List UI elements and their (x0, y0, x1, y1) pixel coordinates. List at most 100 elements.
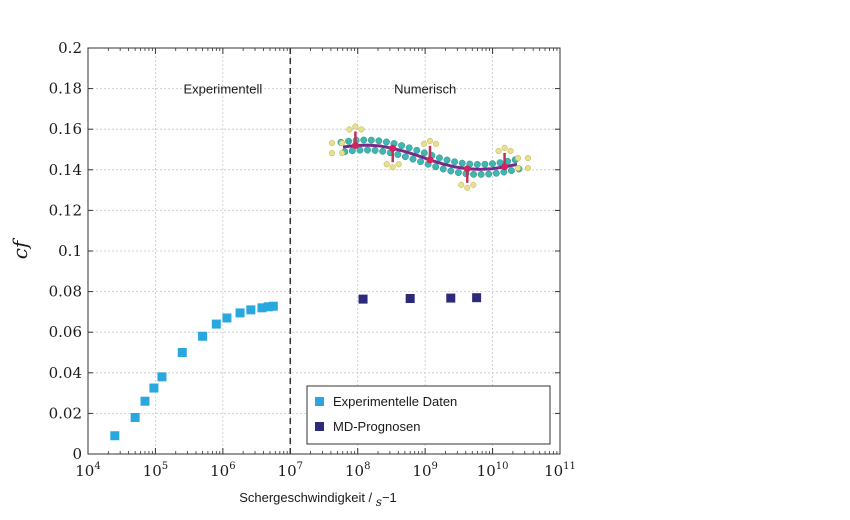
molecule-bead (371, 146, 379, 154)
molecule-bead (409, 155, 417, 163)
y-tick-label: 0.16 (49, 120, 82, 138)
molecule-bead (379, 147, 387, 155)
molecule-hydrogen (383, 161, 390, 168)
data-point-experimentelle-daten (222, 313, 232, 323)
molecule-bead (496, 159, 504, 167)
molecule-bead (473, 160, 481, 168)
molecule-hydrogen (495, 147, 502, 154)
data-point-md-prognosen (472, 293, 482, 303)
molecule-hydrogen (338, 140, 346, 147)
x-tick-label: 105 (143, 461, 168, 480)
data-point-experimentelle-daten (257, 303, 267, 313)
molecule-hydrogen (420, 140, 428, 147)
molecule-bead (413, 146, 421, 154)
y-axis-label: cf (8, 237, 32, 259)
data-point-experimentelle-daten (149, 383, 159, 393)
molecule-hydrogen (470, 181, 477, 188)
data-point-experimentelle-daten (198, 331, 208, 341)
molecule-hydrogen (426, 137, 434, 144)
y-tick-label: 0.12 (49, 201, 82, 219)
data-point-experimentelle-daten (177, 348, 187, 357)
molecule-hydrogen (524, 165, 532, 172)
molecule-bead (348, 147, 356, 155)
molecule-hydrogen (395, 161, 402, 168)
molecule-hydrogen (389, 164, 396, 171)
molecule-bead (507, 167, 515, 175)
x-tick-label: 104 (75, 461, 100, 480)
molecule-joint (351, 141, 359, 149)
molecule-bead (492, 169, 500, 177)
molecule-bead (489, 160, 496, 168)
molecule-bead (477, 170, 485, 178)
molecule-joint (463, 165, 471, 173)
molecule-bead (364, 146, 371, 154)
molecule-hydrogen (524, 155, 532, 162)
molecule-hydrogen (514, 155, 522, 162)
molecule-hydrogen (328, 150, 336, 157)
polymer-chain-molecule-icon (328, 123, 532, 191)
molecule-hydrogen (432, 140, 440, 147)
y-tick-label: 0.14 (49, 161, 82, 179)
molecule-hydrogen (338, 150, 346, 157)
molecule-bead (367, 136, 375, 144)
y-tick-label: 0.1 (58, 242, 82, 260)
legend-swatch-md-prognosen (315, 422, 324, 431)
y-tick-label: 0.2 (58, 39, 82, 57)
molecule-bead (356, 146, 364, 154)
legend-label-md-prognosen: MD-Prognosen (333, 419, 420, 434)
y-tick-label: 0 (72, 445, 82, 463)
data-point-experimentelle-daten (157, 372, 167, 382)
data-point-experimentelle-daten (211, 319, 221, 329)
molecule-hydrogen (464, 184, 471, 191)
y-tick-label: 0.18 (49, 80, 82, 98)
x-tick-label: 109 (412, 461, 437, 480)
molecule-bead (447, 167, 455, 175)
data-point-experimentelle-daten (263, 302, 273, 312)
legend: Experimentelle Daten MD-Prognosen (306, 385, 551, 445)
molecule-bead (405, 144, 413, 152)
molecule-bead (439, 165, 447, 173)
data-points (110, 293, 482, 441)
x-tick-label: 107 (278, 461, 303, 480)
data-point-experimentelle-daten (235, 308, 245, 318)
molecule-bead (417, 158, 424, 166)
molecule-hydrogen (458, 181, 465, 188)
legend-box (306, 385, 551, 445)
data-point-experimentelle-daten (110, 431, 120, 441)
molecule-bead (481, 160, 489, 168)
y-tick-label: 0.06 (49, 323, 82, 341)
x-tick-label: 106 (210, 461, 235, 480)
plot-frame (87, 47, 561, 455)
molecule-hydrogen (328, 140, 336, 147)
molecule-bead (401, 153, 409, 161)
molecule-joint (501, 163, 509, 171)
x-tick-label: 108 (345, 461, 370, 480)
molecule-joint (389, 144, 397, 152)
molecule-bead (485, 170, 493, 178)
molecule-hydrogen (352, 123, 359, 130)
molecule-bead (375, 137, 383, 145)
molecule-bead (454, 169, 462, 177)
x-axis-label: Schergeschwindigkeit / s−1 (239, 490, 397, 509)
molecule-bead (382, 138, 390, 146)
molecule-hydrogen (514, 165, 522, 172)
region-label-numerisch: Numerisch (394, 82, 456, 97)
molecule-bead (443, 156, 451, 164)
y-tick-label: 0.04 (49, 364, 82, 382)
data-point-experimentelle-daten (246, 305, 256, 315)
legend-label-experimentelle-daten: Experimentelle Daten (333, 394, 457, 409)
molecule-hydrogen (507, 147, 514, 154)
molecule-bead (451, 158, 459, 166)
molecule-bead (458, 159, 466, 167)
molecule-bead (436, 154, 443, 162)
molecule-hydrogen (501, 144, 508, 151)
molecule-bead (432, 163, 440, 171)
data-point-experimentelle-daten (130, 412, 140, 422)
data-point-experimentelle-daten (268, 301, 278, 311)
region-label-experimentell: Experimentell (183, 82, 262, 97)
molecule-joint (426, 156, 434, 164)
molecule-bead (394, 151, 402, 158)
molecule-hydrogen (346, 126, 353, 133)
x-tick-label: 1010 (477, 461, 509, 480)
